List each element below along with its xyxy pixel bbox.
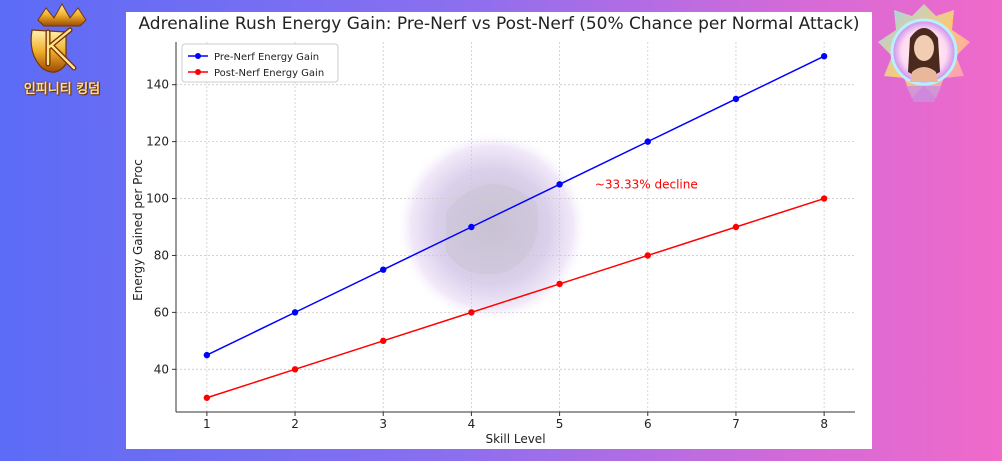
series-line-1 [206, 55, 825, 356]
data-point-2 [468, 309, 475, 316]
data-point-2 [732, 223, 740, 231]
y-tick-label: 80 [154, 248, 169, 262]
legend-box [181, 43, 339, 83]
x-tick-label: 6 [644, 417, 652, 431]
chart-title: Adrenaline Rush Energy Gain: Pre-Nerf vs… [138, 14, 860, 34]
data-point-2 [203, 394, 211, 401]
data-point-1 [732, 95, 740, 103]
legend-marker-1 [195, 53, 201, 59]
data-point-1 [820, 53, 828, 60]
y-tick-label: 100 [146, 192, 169, 206]
annotation-label: ~33.33% decline [595, 177, 698, 191]
character-avatar [876, 2, 972, 110]
x-axis-label: Skill Level [485, 432, 545, 446]
x-tick-label: 1 [203, 417, 211, 431]
data-point-1 [203, 351, 211, 359]
series-line-2 [206, 197, 825, 399]
data-point-2 [820, 195, 828, 202]
watermark-emblem-icon [396, 131, 588, 323]
crown-logo-icon [30, 2, 87, 73]
logo-text: 인피니티 킹덤 [23, 82, 101, 97]
y-tick-label: 140 [146, 78, 169, 92]
y-tick-label: 40 [154, 362, 169, 376]
data-point-2 [380, 337, 387, 345]
data-point-1 [380, 266, 387, 273]
x-tick-label: 8 [820, 417, 828, 431]
x-tick-label: 7 [732, 417, 740, 431]
game-logo: 인피니티 킹덤 [8, 2, 116, 98]
y-axis-label: Energy Gained per Proc [131, 159, 145, 301]
data-point-1 [468, 223, 475, 231]
x-tick-label: 5 [556, 417, 564, 431]
data-point-1 [644, 138, 651, 145]
legend-label-2: Post-Nerf Energy Gain [214, 68, 324, 79]
data-point-2 [644, 252, 651, 259]
x-tick-label: 2 [291, 417, 299, 431]
y-tick-label: 120 [146, 135, 169, 149]
chart-panel: Adrenaline Rush Energy Gain: Pre-Nerf vs… [126, 12, 872, 449]
data-point-2 [291, 366, 299, 373]
legend-label-1: Pre-Nerf Energy Gain [214, 52, 319, 63]
character-portrait-icon [878, 4, 970, 102]
x-tick-label: 4 [468, 417, 476, 431]
data-point-2 [556, 280, 563, 288]
legend-marker-2 [195, 69, 201, 75]
data-point-1 [556, 181, 563, 188]
data-point-1 [291, 309, 299, 316]
x-tick-label: 3 [379, 417, 387, 431]
y-tick-label: 60 [154, 305, 169, 319]
